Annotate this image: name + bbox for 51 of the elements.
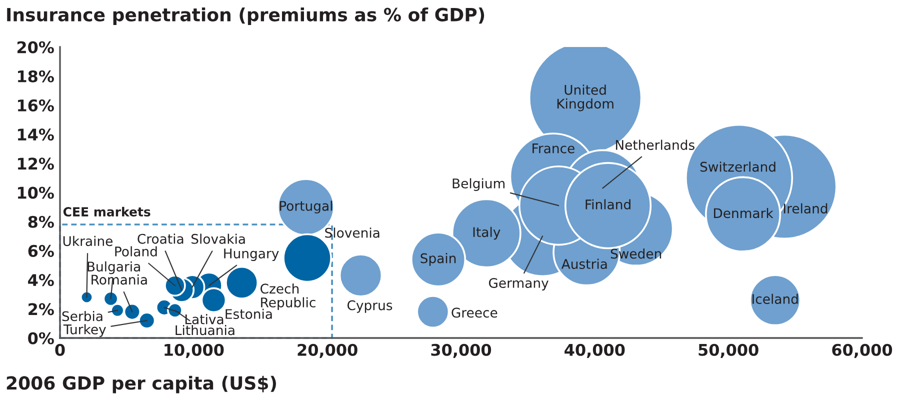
annotation: Estonia [226,308,272,319]
annotation: Denmark [714,208,774,218]
annotation: France [532,144,574,154]
annotation: Switzerland [700,162,776,172]
x-tick-label: 10,000 [164,344,224,358]
chart-title: Insurance penetration (premiums as % of GDP) [7,7,484,25]
x-tick-label: 40,000 [564,344,625,358]
annotation: CEE markets [63,206,150,216]
annotation: Ukraine [63,236,113,246]
annotation: Netherlands [616,140,694,150]
annotation: Germany [488,278,548,291]
annotation: Finland [586,199,630,210]
y-tick-label: 12% [18,158,54,170]
x-tick-label: 60,000 [832,344,892,358]
x-tick-label: 30,000 [431,344,492,358]
annotation: Lativa [185,314,224,324]
y-tick-label: 16% [18,99,54,112]
y-tick-label: 8% [28,216,54,228]
annotation: Croatia [138,234,184,244]
y-tick-label: 4% [28,274,54,286]
y-tick-label: 0% [28,332,54,344]
annotation: Czech Republic [260,283,316,310]
x-axis-title: 2006 GDP per capita (US$) [6,376,276,394]
y-tick-label: 14% [18,128,54,141]
annotation: Greece [452,308,498,318]
x-tick-label: 50,000 [698,344,758,358]
annotation: Serbia [62,310,102,322]
annotation: Lithuania [176,324,234,336]
annotation: Bulgaria [88,261,140,274]
annotation: Poland [115,246,157,256]
annotation: Slovakia [192,234,245,244]
annotation: Austria [561,258,607,269]
annotation: Turkey [63,324,106,337]
y-tick-label: 6% [28,244,54,257]
x-tick-label: 20,000 [298,344,358,358]
annotation: Spain [420,253,456,266]
annotation: Slovenia [325,228,380,238]
annotation: Iceland [752,294,798,304]
x-tick-label: 0 [55,344,65,356]
annotation: Hungary [224,248,279,262]
annotation: Cyprus [347,300,392,313]
annotation: United Kingdom [557,84,614,112]
annotation: Ireland [784,203,828,214]
annotation: Romania [92,274,147,285]
annotation: Belgium [452,178,504,191]
annotation: Portugal [280,200,332,214]
y-tick-label: 20% [17,41,54,54]
annotation: Italy [473,226,500,240]
y-tick-label: 2% [28,303,54,316]
y-tick-label: 10% [18,186,54,199]
y-tick-label: 18% [18,70,54,82]
